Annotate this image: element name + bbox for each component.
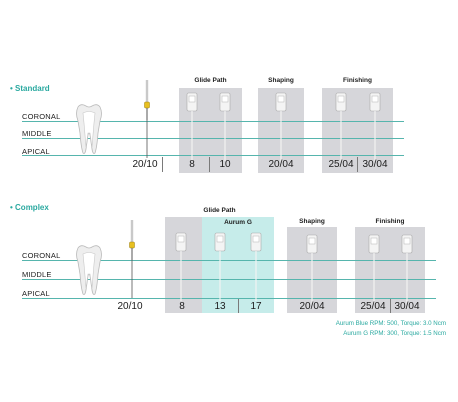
size-label: 10 [219, 159, 231, 170]
size-separator [238, 299, 239, 313]
middle-label: MIDDLE [22, 270, 52, 279]
coronal-label: CORONAL [22, 112, 61, 121]
section-title-standard: • Standard [10, 84, 50, 93]
size-separator [357, 157, 358, 172]
rotary-file-icon [306, 234, 318, 303]
coronal-label: CORONAL [22, 251, 61, 260]
middle-label: MIDDLE [22, 129, 52, 138]
apical-label: APICAL [22, 289, 50, 298]
group-heading-glide-path: Glide Path [194, 77, 227, 84]
coronal-line [22, 121, 404, 122]
apical-line [22, 155, 404, 156]
middle-line [22, 138, 404, 139]
rpm-note-aurum-g: Aurum G RPM: 300, Torque: 1.5 Ncm [343, 330, 446, 337]
group-heading-shaping: Shaping [299, 218, 325, 225]
tooth-icon [76, 104, 102, 154]
tooth-icon [76, 245, 102, 295]
rotary-file-icon [335, 92, 347, 161]
size-label: 25/04 [360, 301, 386, 312]
section-title-complex: • Complex [10, 203, 49, 212]
group-heading-finishing: Finishing [343, 77, 372, 84]
apical-line [22, 298, 436, 299]
size-label: 8 [189, 159, 195, 170]
apical-label: APICAL [22, 147, 50, 156]
size-label: 8 [179, 301, 185, 312]
group-heading-aurum-g: Aurum G [224, 219, 252, 226]
coronal-line [22, 260, 436, 261]
pilot-file-icon [144, 80, 150, 158]
rotary-file-icon [186, 92, 198, 161]
pilot-file-icon [129, 220, 135, 298]
size-label: 20/04 [268, 159, 294, 170]
size-separator [209, 157, 210, 172]
size-label: 20/04 [299, 301, 325, 312]
size-label: 17 [250, 301, 262, 312]
rotary-file-icon [175, 232, 187, 301]
aurum-g-panel [202, 217, 274, 313]
rotary-file-icon [250, 232, 262, 301]
size-separator [390, 299, 391, 313]
size-label: 25/04 [328, 159, 354, 170]
group-heading-shaping: Shaping [268, 77, 294, 84]
middle-line [22, 279, 436, 280]
size-label: 13 [214, 301, 226, 312]
size-label: 30/04 [394, 301, 420, 312]
size-label: 30/04 [362, 159, 388, 170]
rotary-file-icon [401, 234, 413, 303]
rotary-file-icon [275, 92, 287, 161]
rotary-file-icon [368, 234, 380, 303]
size-label-pilot: 20/10 [117, 301, 143, 312]
rotary-file-icon [369, 92, 381, 161]
rpm-note-aurum-blue: Aurum Blue RPM: 500, Torque: 3.0 Ncm [335, 320, 446, 327]
group-heading-finishing: Finishing [375, 218, 405, 225]
size-label-pilot: 20/10 [132, 159, 158, 170]
rotary-file-icon [214, 232, 226, 301]
group-heading-glide-path: Glide Path [203, 207, 236, 214]
rotary-file-icon [219, 92, 231, 161]
size-separator [162, 157, 163, 172]
